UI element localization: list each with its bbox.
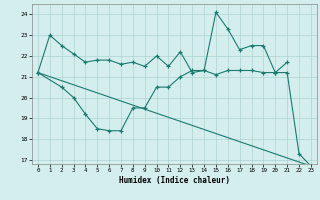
- X-axis label: Humidex (Indice chaleur): Humidex (Indice chaleur): [119, 176, 230, 185]
